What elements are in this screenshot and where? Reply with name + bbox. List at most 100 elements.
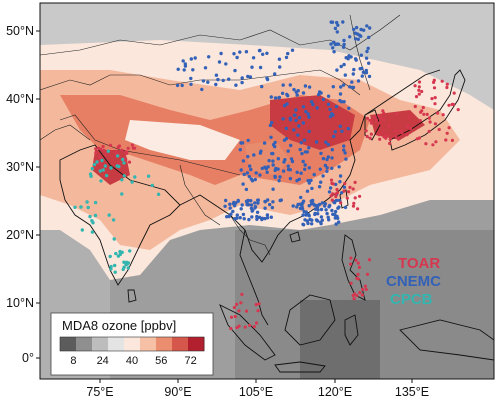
station-dot — [440, 79, 444, 83]
station-dot — [91, 221, 95, 225]
station-dot — [405, 133, 409, 137]
station-dot — [121, 157, 125, 162]
station-dot — [346, 126, 350, 131]
station-dot — [314, 218, 319, 222]
station-dot — [316, 212, 320, 216]
country-borders — [40, 14, 401, 256]
station-dot — [223, 204, 227, 208]
station-dot — [216, 77, 220, 82]
station-dot — [320, 201, 325, 205]
station-dot — [281, 169, 286, 173]
station-dot — [306, 221, 310, 226]
station-dot — [302, 138, 307, 142]
station-dot — [348, 85, 352, 89]
station-dot — [224, 62, 228, 66]
station-dot — [319, 180, 323, 184]
station-dot — [332, 134, 336, 139]
station-dot — [232, 52, 236, 56]
station-dot — [341, 45, 346, 49]
station-dot — [377, 114, 381, 118]
station-dot — [253, 177, 257, 182]
station-dot — [428, 120, 432, 124]
station-dot — [432, 78, 436, 82]
station-dot — [237, 309, 241, 313]
station-dot — [98, 155, 102, 159]
station-dot — [394, 129, 398, 133]
station-dot — [251, 56, 256, 60]
station-dot — [332, 201, 337, 205]
station-dot — [258, 173, 262, 177]
station-dot — [356, 207, 360, 211]
station-dot — [367, 61, 371, 65]
station-dot — [325, 169, 329, 173]
station-dot — [335, 68, 339, 72]
station-dot — [368, 26, 372, 30]
station-dot — [258, 151, 263, 155]
colorbar-cell — [172, 337, 189, 351]
station-dot — [388, 141, 392, 146]
station-dot — [241, 182, 245, 186]
station-dot — [344, 56, 348, 60]
station-dot — [250, 65, 254, 69]
station-dot — [359, 27, 363, 32]
station-dot — [350, 85, 355, 90]
station-dot — [417, 85, 421, 89]
colorbar-cell — [92, 337, 109, 351]
station-dot — [325, 211, 329, 216]
station-dot — [276, 157, 280, 161]
station-dot — [301, 91, 306, 95]
station-dot — [342, 144, 346, 148]
network-label-cnemc: CNEMC — [386, 273, 441, 290]
station-dot — [345, 196, 349, 200]
station-dot — [347, 190, 351, 194]
colorbar-tick-label: 8 — [70, 355, 76, 367]
station-dot — [228, 202, 232, 206]
station-dot — [365, 272, 370, 276]
station-dot — [337, 165, 341, 169]
station-dot — [90, 230, 95, 234]
station-dot — [292, 87, 296, 92]
station-dot — [146, 174, 151, 178]
station-dot — [293, 113, 297, 117]
station-dot — [372, 115, 376, 119]
map-frame — [39, 2, 495, 380]
station-dot — [248, 164, 252, 168]
cnemc-stations — [175, 20, 372, 227]
station-dot — [233, 217, 237, 221]
station-dot — [291, 204, 295, 208]
station-dot — [321, 97, 326, 102]
station-dot — [93, 213, 98, 218]
station-dot — [358, 194, 362, 198]
station-dot — [317, 185, 322, 189]
station-dot — [338, 124, 342, 128]
station-dot — [261, 52, 265, 56]
station-dot — [326, 102, 331, 107]
station-dot — [286, 51, 290, 56]
station-dot — [352, 297, 356, 301]
station-dot — [358, 290, 362, 295]
station-dot — [109, 166, 113, 170]
station-dot — [288, 116, 292, 120]
station-dot — [117, 164, 121, 169]
station-dot — [355, 294, 359, 298]
station-dot — [278, 175, 282, 179]
station-dot — [319, 91, 323, 95]
station-dot — [299, 171, 303, 175]
station-dot — [343, 151, 347, 155]
lat-tick-label: 10°N — [6, 296, 34, 310]
station-dot — [244, 50, 249, 54]
station-dot — [266, 198, 270, 202]
station-dot — [229, 315, 234, 319]
station-dot — [363, 284, 367, 288]
station-dot — [279, 198, 283, 202]
station-dot — [296, 133, 300, 137]
station-dot — [271, 151, 275, 156]
station-dot — [356, 272, 360, 276]
station-dot — [282, 160, 286, 164]
station-dot — [102, 148, 106, 152]
station-dot — [385, 133, 389, 138]
station-dot — [299, 195, 303, 200]
station-dot — [427, 129, 431, 133]
station-dot — [356, 261, 360, 265]
station-dot — [445, 82, 449, 86]
